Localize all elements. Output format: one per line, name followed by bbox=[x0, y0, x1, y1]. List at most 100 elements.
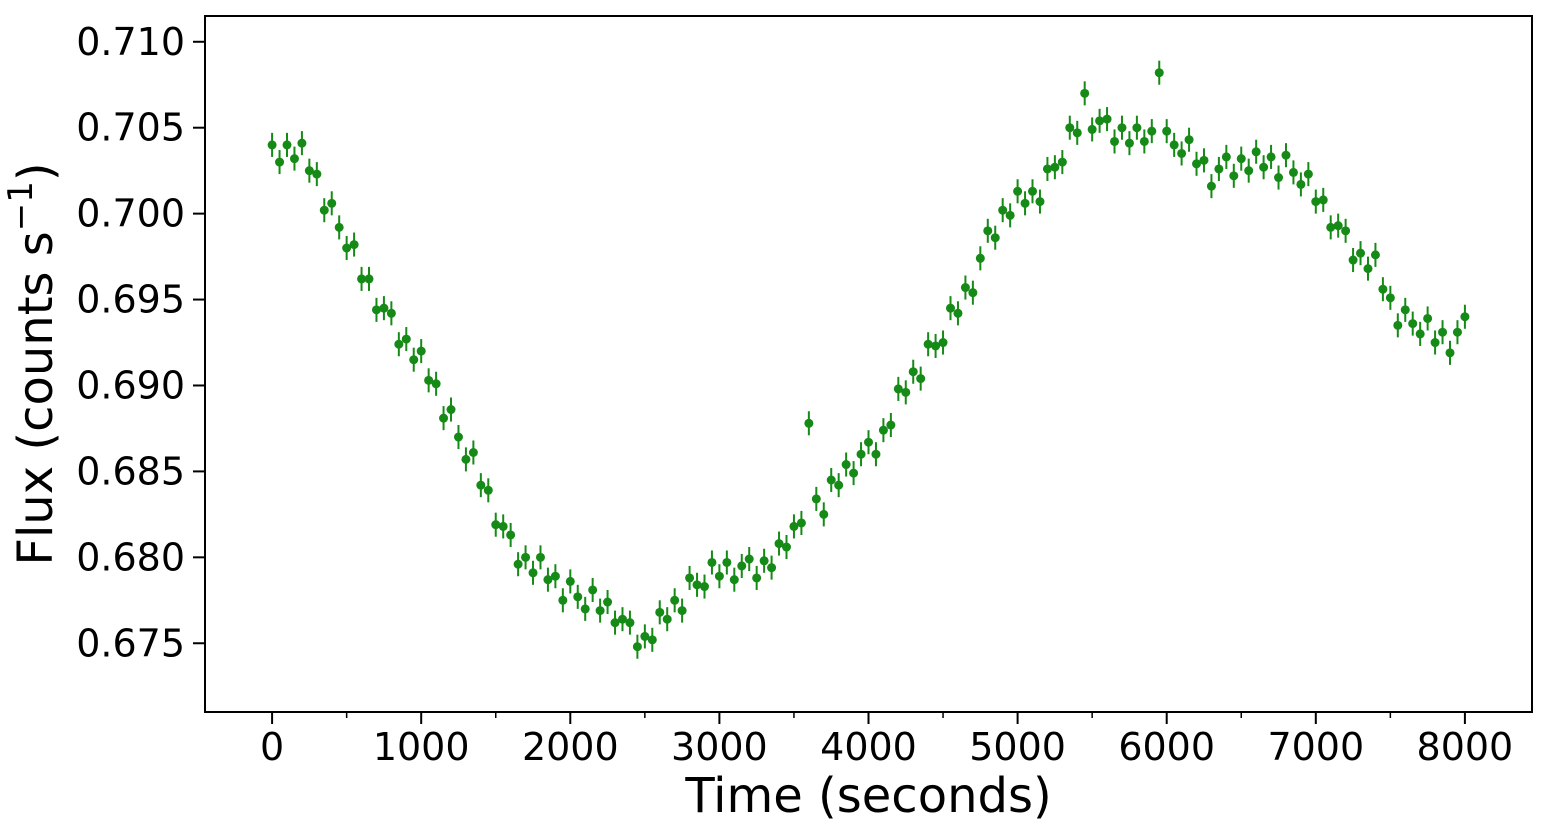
data-point bbox=[767, 563, 777, 573]
data-point bbox=[834, 480, 844, 490]
data-point bbox=[729, 575, 739, 585]
data-point bbox=[707, 557, 717, 567]
x-tick-label: 1000 bbox=[373, 725, 470, 769]
data-point bbox=[864, 437, 873, 447]
y-tick-label: 0.685 bbox=[76, 449, 185, 493]
data-point bbox=[1139, 136, 1149, 146]
data-point bbox=[1162, 126, 1172, 136]
y-tick-label: 0.675 bbox=[76, 621, 185, 665]
data-point bbox=[1430, 338, 1440, 348]
data-point bbox=[588, 585, 598, 595]
data-point bbox=[1452, 327, 1462, 337]
data-point bbox=[811, 494, 821, 504]
data-point bbox=[1236, 154, 1246, 164]
data-point bbox=[573, 592, 583, 602]
data-point bbox=[1147, 126, 1157, 136]
data-point bbox=[1281, 150, 1291, 160]
data-point bbox=[498, 521, 508, 531]
data-point bbox=[349, 240, 359, 250]
data-point bbox=[1378, 284, 1388, 294]
data-point bbox=[1370, 250, 1380, 260]
data-point bbox=[1408, 319, 1418, 329]
data-point bbox=[625, 618, 635, 628]
data-point bbox=[550, 571, 560, 581]
x-tick-label: 5000 bbox=[969, 725, 1066, 769]
data-point bbox=[752, 573, 762, 583]
data-point bbox=[886, 420, 896, 430]
data-point bbox=[267, 140, 277, 150]
data-point bbox=[1326, 222, 1336, 232]
data-point bbox=[856, 449, 866, 459]
data-point bbox=[938, 338, 948, 348]
data-point bbox=[1177, 148, 1187, 158]
data-point bbox=[1192, 159, 1202, 169]
data-point bbox=[774, 539, 784, 549]
data-point bbox=[580, 604, 590, 614]
data-point bbox=[1214, 164, 1224, 174]
data-point bbox=[946, 303, 956, 313]
data-point bbox=[483, 485, 493, 495]
data-point bbox=[357, 274, 367, 284]
data-point bbox=[297, 138, 307, 148]
data-point bbox=[796, 518, 806, 528]
data-point bbox=[632, 642, 642, 652]
data-point bbox=[379, 303, 389, 313]
data-point bbox=[714, 571, 724, 581]
x-tick-label: 4000 bbox=[820, 725, 917, 769]
data-point bbox=[1080, 88, 1090, 98]
data-point bbox=[1184, 135, 1194, 145]
data-point bbox=[640, 631, 650, 641]
plot-border bbox=[204, 15, 1533, 713]
data-point bbox=[1311, 197, 1321, 207]
data-point bbox=[1087, 124, 1097, 134]
data-point bbox=[439, 413, 449, 423]
data-point bbox=[960, 283, 970, 293]
data-point bbox=[565, 576, 575, 586]
data-point bbox=[476, 480, 486, 490]
data-point bbox=[558, 595, 568, 605]
data-point bbox=[699, 582, 709, 592]
data-point bbox=[1274, 173, 1284, 183]
data-point bbox=[1356, 248, 1366, 258]
data-point bbox=[595, 606, 605, 616]
data-point bbox=[610, 618, 620, 628]
data-point bbox=[968, 288, 978, 298]
data-point bbox=[1259, 162, 1269, 172]
data-point bbox=[364, 274, 374, 284]
data-point bbox=[1102, 114, 1112, 124]
data-point bbox=[603, 597, 613, 607]
data-point bbox=[826, 475, 836, 485]
data-point bbox=[1438, 327, 1448, 337]
data-point bbox=[871, 449, 881, 459]
data-point bbox=[401, 334, 411, 344]
data-point bbox=[334, 222, 344, 232]
data-point bbox=[670, 595, 680, 605]
data-point bbox=[1460, 312, 1470, 322]
data-point bbox=[1445, 348, 1455, 358]
data-point bbox=[1318, 195, 1328, 205]
data-point bbox=[1095, 116, 1105, 126]
data-point bbox=[461, 454, 471, 464]
data-point bbox=[1035, 197, 1045, 207]
data-point bbox=[617, 614, 627, 624]
data-point bbox=[692, 580, 702, 590]
data-point bbox=[1385, 293, 1395, 303]
data-point bbox=[453, 432, 463, 442]
data-point bbox=[1050, 162, 1060, 172]
x-tick-label: 8000 bbox=[1417, 725, 1514, 769]
data-point bbox=[535, 552, 545, 562]
data-point bbox=[923, 339, 933, 349]
data-point bbox=[1169, 140, 1179, 150]
data-point bbox=[1221, 152, 1231, 162]
data-point bbox=[1363, 264, 1373, 274]
x-tick-label: 3000 bbox=[671, 725, 768, 769]
data-point bbox=[975, 253, 985, 263]
data-point bbox=[737, 561, 747, 571]
data-point bbox=[789, 521, 799, 531]
data-point bbox=[804, 418, 814, 428]
data-point bbox=[319, 205, 329, 215]
data-point bbox=[521, 552, 531, 562]
data-point bbox=[1154, 68, 1164, 78]
data-points bbox=[267, 60, 1470, 659]
